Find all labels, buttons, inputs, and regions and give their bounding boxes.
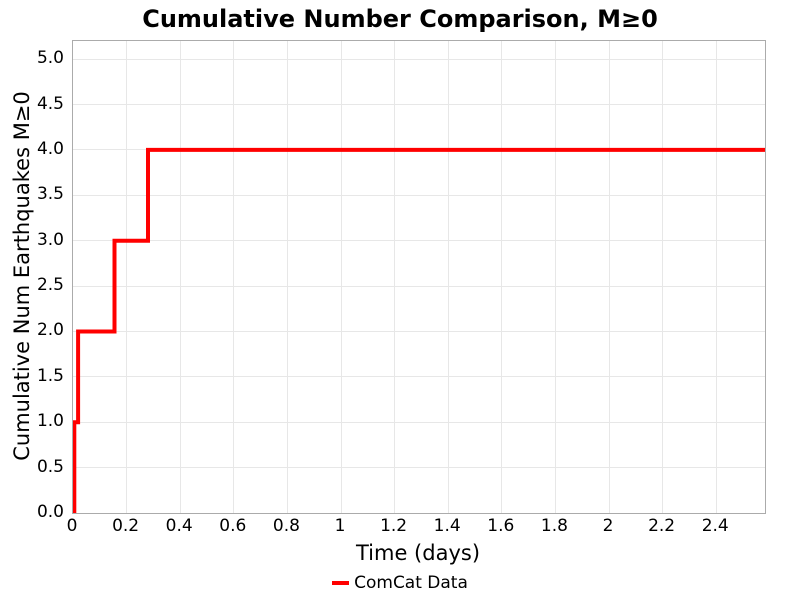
legend-line-swatch [332,581,350,585]
y-gridline [73,240,765,242]
y-gridline [73,58,765,60]
y-tick-label: 4.5 [36,93,64,114]
y-tick-label: 3.5 [36,184,64,205]
x-gridline [662,41,664,513]
x-tick-label: 2 [602,516,614,536]
x-tick-label: 0.4 [165,516,193,536]
x-axis-label: Time (days) [355,541,481,565]
x-tick-label: 0 [66,516,78,536]
y-tick-label: 1.0 [36,411,64,432]
x-tick-label: 2.4 [701,516,729,536]
x-tick-label: 1.8 [540,516,568,536]
plot-area [72,40,766,514]
series-plot-svg [73,147,765,513]
y-gridline [73,194,765,196]
x-gridline [179,41,181,513]
x-gridline [715,41,717,513]
legend: ComCat Data [0,573,800,593]
x-gridline [233,41,235,513]
x-gridline [501,41,503,513]
x-tick-label: 1.2 [380,516,408,536]
y-gridline [73,285,765,287]
x-gridline [394,41,396,513]
x-tick-label: 1.6 [487,516,515,536]
x-tick-label: 0.2 [112,516,140,536]
y-gridline [73,104,765,106]
y-gridline [73,421,765,423]
chart-title: Cumulative Number Comparison, M≥0 [142,5,658,33]
y-gridline [73,330,765,332]
y-tick-label: 2.5 [36,275,64,296]
comcat-step-line [73,147,765,513]
legend-label: ComCat Data [354,573,468,593]
x-gridline [447,41,449,513]
y-tick-label: 0.5 [36,456,64,477]
x-tick-label: 2.2 [648,516,676,536]
y-tick-label: 3.0 [36,229,64,250]
x-tick-label: 0.8 [272,516,300,536]
y-gridline [73,467,765,469]
y-tick-label: 2.0 [36,320,64,341]
x-gridline [554,41,556,513]
x-gridline [340,41,342,513]
x-tick-label: 1 [334,516,346,536]
y-gridline [73,376,765,378]
x-tick-label: 1.4 [433,516,461,536]
y-tick-label: 0.0 [36,502,64,522]
x-gridline [126,41,128,513]
y-tick-label: 5.0 [36,48,64,69]
x-gridline [286,41,288,513]
x-tick-label: 0.6 [219,516,247,536]
y-tick-label: 1.5 [36,365,64,386]
y-tick-label: 4.0 [36,138,64,159]
x-gridline [608,41,610,513]
